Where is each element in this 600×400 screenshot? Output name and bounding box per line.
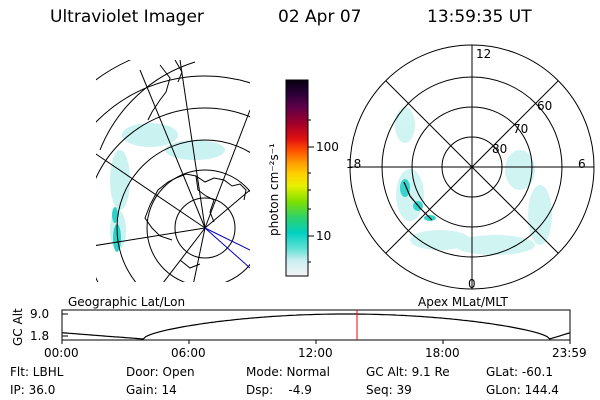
geographic-map	[96, 60, 250, 282]
status-dsp: Dsp: -4.9	[246, 383, 312, 397]
status-glon: GLon: 144.4	[486, 383, 559, 397]
altitude-xticks	[61, 340, 571, 344]
mlt-label-12: 12	[476, 47, 492, 61]
meridians	[96, 60, 250, 282]
altitude-yticks	[62, 313, 68, 337]
lat-label-60: 60	[537, 99, 553, 113]
xtick-0000: 00:00	[44, 346, 79, 360]
xtick-1200: 12:00	[298, 346, 333, 360]
apex-label: Apex MLat/MLT	[418, 295, 508, 309]
colorbar-ticks	[308, 119, 314, 263]
xtick-1800: 18:00	[425, 346, 460, 360]
instrument-title: Ultraviolet Imager	[50, 7, 204, 27]
colorbar-tick-10: 10	[316, 229, 332, 243]
status-gc-alt: GC Alt: 9.1 Re	[366, 365, 450, 379]
status-door: Door: Open	[126, 365, 195, 379]
polar-grid	[349, 44, 595, 290]
colorbar-unit-label: photon cm⁻²s⁻¹	[267, 143, 281, 236]
polar-aurora	[395, 107, 552, 255]
latitude-circles	[96, 60, 250, 282]
mlt-label-6: 6	[578, 157, 586, 171]
colorbar-tick-100: 100	[316, 140, 339, 154]
status-ip: IP: 36.0	[10, 383, 56, 397]
limb-arc	[99, 61, 196, 151]
mlt-label-0: 0	[468, 277, 476, 291]
mlt-label-18: 18	[346, 157, 362, 171]
colorbar	[285, 79, 309, 277]
altitude-ytick-high: 9.0	[30, 307, 50, 321]
lat-label-70: 70	[513, 122, 529, 136]
header-date: 02 Apr 07	[278, 7, 362, 27]
altitude-ytick-low: 1.8	[30, 329, 50, 343]
altitude-curve	[61, 313, 571, 340]
coastlines	[144, 60, 247, 269]
status-seq: Seq: 39	[366, 383, 412, 397]
lat-label-80: 80	[492, 142, 508, 156]
xtick-0600: 06:00	[171, 346, 206, 360]
geographic-label: Geographic Lat/Lon	[68, 295, 186, 309]
footprint-lines	[204, 227, 250, 269]
status-gain: Gain: 14	[126, 383, 177, 397]
altitude-ylabel: GC Alt	[11, 308, 25, 346]
header-time: 13:59:35 UT	[427, 7, 532, 27]
status-filter: Flt: LBHL	[10, 365, 64, 379]
xtick-2359: 23:59	[552, 346, 587, 360]
status-glat: GLat: -60.1	[486, 365, 553, 379]
status-mode: Mode: Normal	[246, 365, 330, 379]
